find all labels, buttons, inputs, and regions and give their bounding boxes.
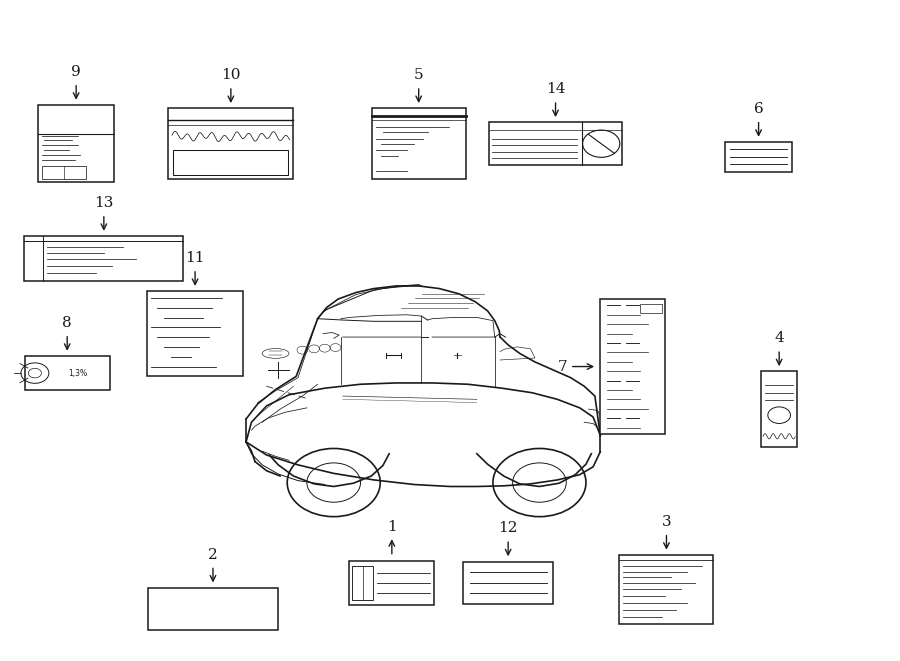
Bar [42, 166, 86, 179]
Text: 11: 11 [185, 251, 205, 265]
Text: 1: 1 [387, 520, 397, 534]
Bar [600, 299, 665, 434]
Bar [174, 150, 289, 175]
Bar [619, 555, 714, 624]
Bar [168, 108, 293, 179]
Bar [640, 304, 662, 313]
Bar [464, 562, 553, 604]
Bar [147, 292, 243, 376]
Text: 9: 9 [71, 65, 81, 79]
Text: 2: 2 [208, 547, 218, 562]
Text: 1,3%: 1,3% [68, 369, 87, 377]
Text: 4: 4 [774, 331, 784, 345]
Bar [490, 122, 622, 165]
Bar [24, 356, 110, 390]
Text: 10: 10 [221, 68, 240, 82]
Text: 6: 6 [753, 102, 763, 116]
Text: 7: 7 [557, 360, 567, 373]
Bar [761, 371, 797, 447]
Text: 14: 14 [545, 82, 565, 97]
Text: 13: 13 [94, 196, 113, 210]
Bar [148, 588, 278, 631]
Text: 5: 5 [414, 68, 424, 82]
Bar [38, 105, 114, 182]
Bar [352, 566, 374, 600]
Text: 8: 8 [62, 316, 72, 330]
Bar [349, 561, 435, 605]
Text: 12: 12 [499, 522, 517, 535]
Text: 3: 3 [662, 515, 671, 529]
Bar [372, 108, 465, 179]
Bar [24, 236, 184, 281]
Bar [725, 142, 792, 172]
